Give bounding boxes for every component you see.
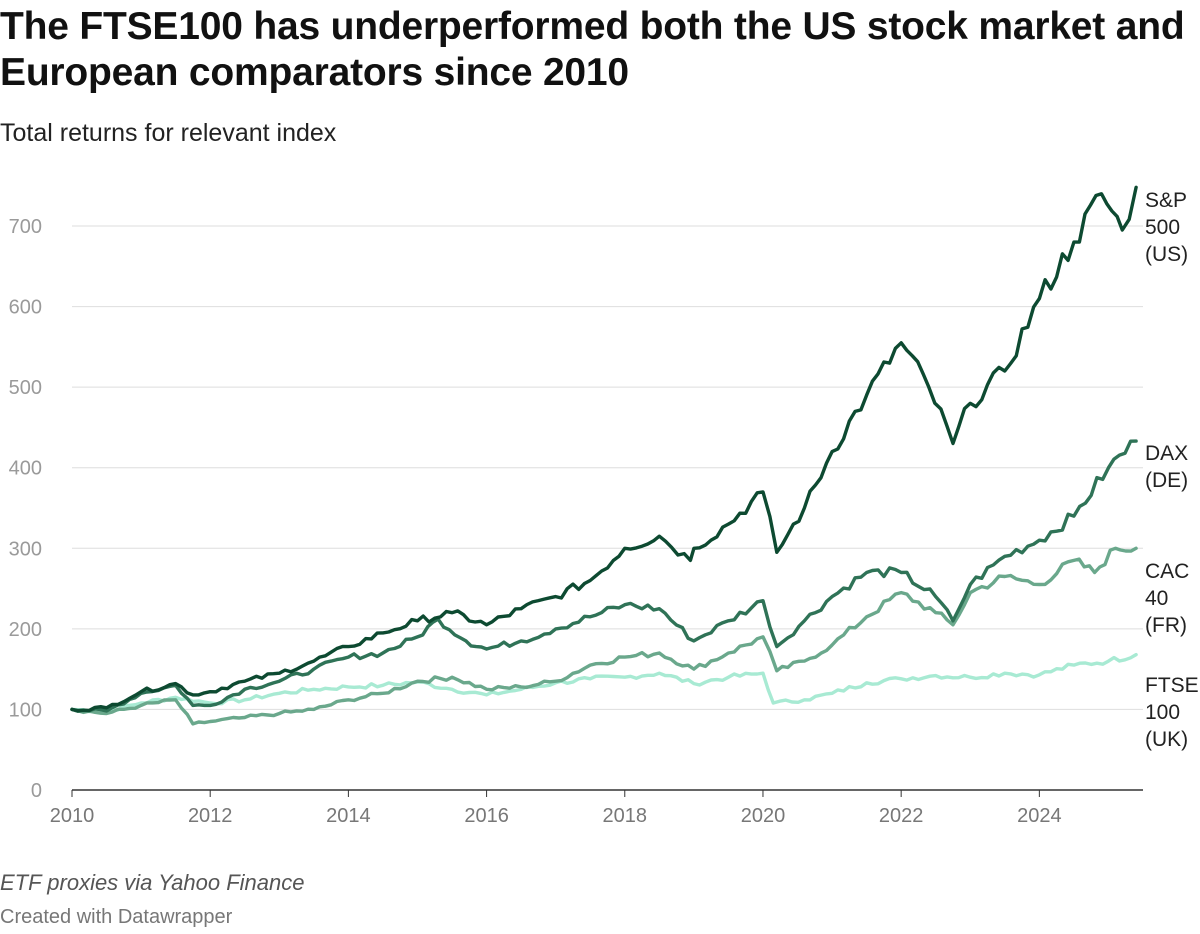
x-tick-label: 2020 bbox=[741, 805, 786, 827]
series-line bbox=[70, 439, 1138, 713]
x-tick-label: 2024 bbox=[1017, 805, 1062, 827]
x-axis: 2010 2012 2014 2016 2018 2020 2022 2024 bbox=[50, 790, 1062, 827]
line-chart: 2010 2012 2014 2016 2018 2020 2022 2024 0 100 200… bbox=[9, 185, 1199, 827]
y-tick-label: 400 bbox=[9, 458, 42, 480]
y-tick-label: 100 bbox=[9, 699, 42, 721]
series-line bbox=[70, 185, 1138, 713]
y-tick-label: 300 bbox=[9, 538, 42, 560]
y-tick-label: 700 bbox=[9, 216, 42, 238]
y-tick-label: 200 bbox=[9, 619, 42, 641]
series-label: (DE) bbox=[1145, 469, 1188, 492]
y-tick-label: 0 bbox=[31, 780, 42, 802]
series-label: CAC bbox=[1145, 560, 1189, 583]
y-axis: 0 100 200 300 400 500 600 700 bbox=[9, 216, 42, 802]
gridlines bbox=[72, 225, 1143, 791]
y-tick-label: 600 bbox=[9, 297, 42, 319]
series-label: 100 bbox=[1145, 701, 1180, 724]
series-lines bbox=[70, 185, 1138, 726]
credit-line: Created with Datawrapper bbox=[0, 906, 233, 928]
series-labels: FTSE 100 (UK) CAC 40 (FR) DAX (DE) S&P 500 (US) bbox=[1145, 189, 1199, 751]
x-tick-label: 2010 bbox=[50, 805, 95, 827]
series-label: FTSE bbox=[1145, 674, 1199, 697]
series-line bbox=[70, 652, 1138, 714]
series-label: (UK) bbox=[1145, 728, 1188, 751]
series-label: DAX bbox=[1145, 442, 1188, 465]
series-label: (FR) bbox=[1145, 614, 1187, 637]
series-label: 500 bbox=[1145, 216, 1180, 239]
x-tick-label: 2022 bbox=[879, 805, 924, 827]
chart-title: The FTSE100 has underperformed both the … bbox=[0, 5, 1185, 94]
chart-subtitle: Total returns for relevant index bbox=[0, 119, 337, 147]
x-tick-label: 2012 bbox=[188, 805, 233, 827]
y-tick-label: 500 bbox=[9, 377, 42, 399]
x-tick-label: 2016 bbox=[464, 805, 509, 827]
x-tick-label: 2018 bbox=[603, 805, 648, 827]
series-label: S&P bbox=[1145, 189, 1187, 212]
series-label: 40 bbox=[1145, 587, 1168, 610]
x-tick-label: 2014 bbox=[326, 805, 371, 827]
source-note: ETF proxies via Yahoo Finance bbox=[0, 870, 305, 895]
series-line bbox=[70, 546, 1138, 726]
series-label: (US) bbox=[1145, 243, 1188, 266]
